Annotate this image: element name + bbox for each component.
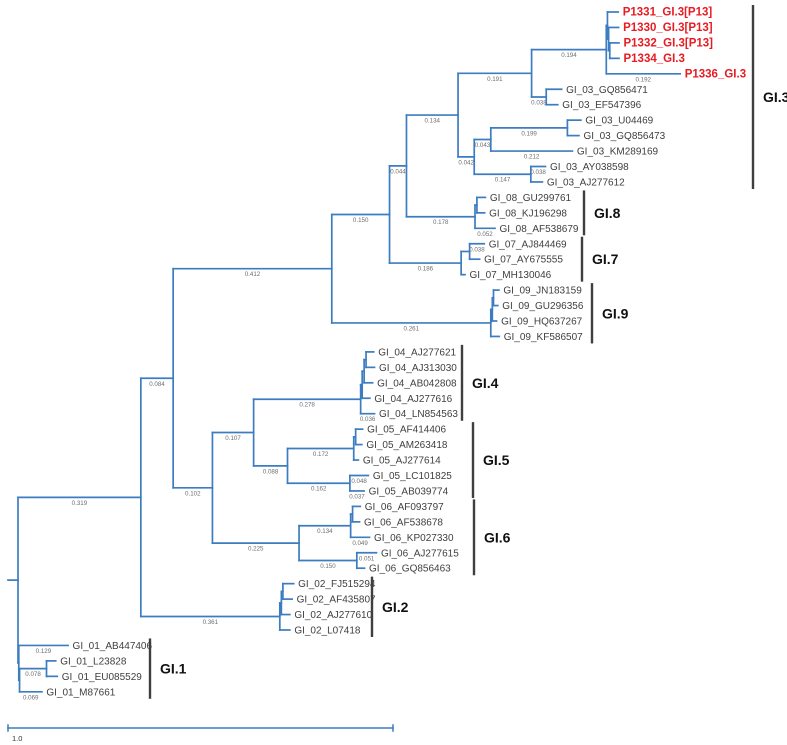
branch-length-label: 0.186 (418, 266, 434, 273)
taxon-label: GI_01_EU085529 (62, 672, 143, 683)
branch-length-label: 0.042 (458, 159, 474, 166)
highlighted-taxon-label: P1330_GI.3[P13] (623, 22, 713, 34)
branch-length-label: 0.134 (425, 118, 441, 125)
branch-length-label: 0.194 (561, 52, 577, 59)
branch-length-label: 0.261 (404, 325, 420, 332)
taxon-label: GI_04_AJ277621 (378, 347, 456, 358)
taxon-label: GI_03_GQ856473 (583, 131, 665, 142)
branch-length-label: 0.147 (495, 177, 511, 184)
taxon-label: GI_02_AJ277610 (294, 610, 372, 621)
taxon-label: GI_01_AB447406 (73, 641, 153, 652)
taxon-label: GI_04_AB042808 (377, 378, 457, 389)
taxon-label: GI_05_AF414406 (367, 425, 446, 436)
taxon-label: GI_03_AY038598 (550, 162, 629, 173)
taxon-label: GI_09_JN183159 (503, 286, 582, 297)
highlighted-taxon-label: P1336_GI.3 (685, 68, 746, 80)
branch-length-label: 0.084 (149, 381, 165, 388)
highlighted-taxon-label: P1334_GI.3 (623, 53, 684, 65)
taxon-label: GI_08_KJ196298 (489, 208, 567, 219)
branch-length-label: 0.107 (225, 435, 241, 442)
clade-label: GI.6 (484, 529, 511, 545)
branch-length-label: 0.150 (353, 217, 369, 224)
branch-length-label: 0.199 (521, 130, 537, 137)
taxon-label: GI_01_L23828 (60, 656, 127, 667)
branch-length-label: 0.036 (360, 416, 376, 423)
branch-length-label: 0.162 (311, 486, 327, 493)
highlighted-taxon-label: P1331_GI.3[P13] (623, 7, 713, 19)
branch-length-label: 0.051 (359, 555, 375, 562)
branch-length-label: 0.191 (487, 76, 503, 83)
taxon-label: GI_07_AY675555 (484, 255, 563, 266)
clade-label: GI.7 (592, 251, 619, 267)
taxon-label: GI_04_LN854563 (379, 409, 458, 420)
taxon-label: GI_03_EF547396 (562, 100, 641, 111)
taxon-label: GI_06_AJ277615 (381, 548, 459, 559)
taxon-label: GI_02_L07418 (294, 626, 361, 637)
taxon-label: GI_04_AJ313030 (379, 363, 457, 374)
branch-length-label: 0.319 (72, 500, 88, 507)
clade-label: GI.9 (602, 305, 629, 321)
branch-length-label: 0.043 (475, 142, 491, 149)
branch-length-label: 0.038 (531, 99, 547, 106)
clade-label: GI.4 (472, 375, 499, 391)
taxon-label: GI_09_HQ637267 (501, 317, 583, 328)
branch-length-label: 0.225 (248, 546, 264, 553)
highlighted-taxon-label: P1332_GI.3[P13] (623, 37, 713, 49)
clade-label: GI.2 (382, 599, 409, 615)
clade-label: GI.3 (763, 89, 787, 105)
taxon-label: GI_06_AF538678 (364, 517, 443, 528)
taxon-label: GI_09_KF586507 (504, 332, 583, 343)
taxon-label: GI_03_AJ277612 (547, 177, 625, 188)
branch-length-label: 0.088 (263, 468, 279, 475)
branch-length-label: 0.129 (36, 648, 52, 655)
taxon-label: GI_03_U04469 (585, 116, 653, 127)
taxon-label: GI_03_GQ856471 (566, 85, 648, 96)
branch-length-label: 0.044 (390, 168, 406, 175)
branch-length-label: 0.037 (349, 493, 365, 500)
taxon-label: GI_03_KM289169 (577, 147, 659, 158)
branch-length-label: 0.049 (352, 540, 368, 547)
branch-length-label: 0.361 (203, 619, 219, 626)
taxon-label: GI_05_AJ277614 (363, 456, 441, 467)
scale-bar-label: 1.0 (12, 734, 22, 743)
taxon-label: GI_08_GU299761 (490, 193, 572, 204)
clade-label: GI.5 (483, 452, 510, 468)
clade-label: GI.8 (594, 205, 621, 221)
taxon-label: GI_06_GQ856463 (369, 564, 451, 575)
branch-length-label: 0.172 (313, 451, 329, 458)
branch-length-label: 0.212 (524, 154, 540, 161)
taxon-label: GI_08_AF538679 (500, 224, 579, 235)
taxon-label: GI_04_AJ277616 (374, 394, 452, 405)
taxon-label: GI_02_AF435807 (297, 595, 376, 606)
branch-length-label: 0.052 (477, 231, 493, 238)
branch-length-label: 0.038 (469, 246, 485, 253)
taxon-label: GI_02_FJ515294 (298, 579, 376, 590)
taxon-label: GI_07_AJ844469 (489, 239, 567, 250)
branch-length-label: 0.150 (320, 563, 336, 570)
branch-length-label: 0.412 (245, 271, 261, 278)
taxon-label: GI_05_AM263418 (366, 440, 448, 451)
branch-length-label: 0.102 (185, 490, 201, 497)
branch-length-label: 0.278 (299, 402, 315, 409)
branch-length-label: 0.069 (23, 694, 39, 701)
taxon-label: GI_06_AF093797 (365, 502, 444, 513)
branch-length-label: 0.038 (530, 169, 546, 176)
taxon-label: GI_09_GU296356 (502, 301, 584, 312)
clade-label: GI.1 (160, 661, 187, 677)
taxon-label: GI_06_KP027330 (374, 533, 454, 544)
branch-length-label: 0.178 (433, 219, 449, 226)
branch-length-label: 0.134 (317, 528, 333, 535)
branch-length-label: 0.078 (25, 671, 41, 678)
taxon-label: GI_05_LC101825 (373, 471, 452, 482)
taxon-label: GI_07_MH130046 (469, 270, 551, 281)
branch-length-label: 0.192 (636, 76, 652, 83)
branch-length-label: 0.048 (351, 478, 367, 485)
taxon-label: GI_01_M87661 (46, 687, 115, 698)
taxon-label: GI_05_AB039774 (369, 486, 449, 497)
